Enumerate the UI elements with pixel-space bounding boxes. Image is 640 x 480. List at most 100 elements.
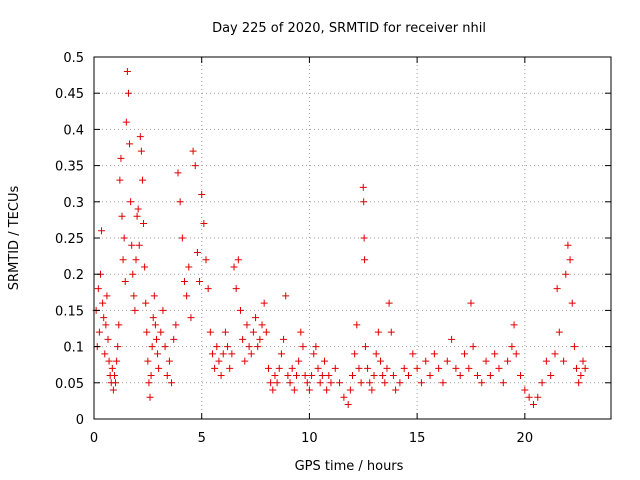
data-point: [310, 350, 318, 358]
data-point: [417, 379, 425, 387]
data-point: [361, 256, 369, 264]
data-point: [102, 321, 110, 329]
data-point: [517, 372, 525, 380]
data-point: [323, 386, 331, 394]
data-point: [126, 140, 134, 148]
data-point: [499, 379, 507, 387]
data-point: [239, 335, 247, 343]
data-point: [564, 241, 572, 249]
data-point: [346, 386, 354, 394]
y-axis-label: SRMTID / TECUs: [7, 186, 22, 291]
data-point: [512, 350, 520, 358]
data-point: [104, 335, 112, 343]
data-point: [547, 372, 555, 380]
data-point: [189, 147, 197, 155]
data-point: [130, 292, 138, 300]
data-point: [344, 401, 352, 409]
data-point: [381, 379, 389, 387]
data-point: [372, 350, 380, 358]
data-point: [155, 364, 163, 372]
data-point: [198, 191, 206, 199]
data-point: [368, 386, 376, 394]
x-tick-label: 20: [517, 431, 534, 446]
x-axis-label: GPS time / hours: [295, 459, 404, 474]
data-point: [448, 335, 456, 343]
x-tick-label: 15: [409, 431, 426, 446]
data-point: [295, 357, 303, 365]
data-point: [570, 343, 578, 351]
data-point: [389, 372, 397, 380]
data-point: [542, 357, 550, 365]
data-point: [452, 364, 460, 372]
data-point: [131, 306, 139, 314]
data-point: [208, 350, 216, 358]
data-point: [374, 328, 382, 336]
data-point: [245, 343, 253, 351]
data-point: [148, 343, 156, 351]
data-point: [340, 393, 348, 401]
data-point: [157, 328, 165, 336]
data-point: [267, 379, 275, 387]
data-point: [161, 343, 169, 351]
data-point: [135, 241, 143, 249]
data-point: [435, 364, 443, 372]
data-point: [551, 350, 559, 358]
data-point: [140, 220, 148, 228]
data-point: [482, 357, 490, 365]
data-point: [439, 379, 447, 387]
data-point: [118, 212, 126, 220]
data-point: [98, 227, 106, 235]
data-point: [301, 372, 309, 380]
data-point: [495, 364, 503, 372]
data-point: [284, 372, 292, 380]
data-point: [361, 343, 369, 351]
data-point: [331, 364, 339, 372]
data-point: [258, 321, 266, 329]
data-point: [525, 393, 533, 401]
data-point: [581, 364, 589, 372]
data-point: [121, 277, 129, 285]
data-point: [143, 328, 151, 336]
data-point: [193, 248, 201, 256]
data-point: [320, 357, 328, 365]
data-point: [426, 372, 434, 380]
data-point: [109, 386, 117, 394]
y-tick-label: 0.25: [55, 232, 84, 247]
data-point: [136, 133, 144, 141]
data-point: [249, 328, 257, 336]
data-point: [137, 147, 145, 155]
data-point: [275, 364, 283, 372]
data-point: [318, 372, 326, 380]
data-point: [534, 393, 542, 401]
data-point: [217, 372, 225, 380]
data-point: [262, 328, 270, 336]
data-point: [200, 220, 208, 228]
axis-ticks: 0 0.05 0.1 0.15 0.2 0.25 0.3 0.35 0.4 0.45 0.5 0 5 10…: [55, 51, 611, 446]
data-point: [132, 256, 140, 264]
data-point: [211, 364, 219, 372]
data-point: [224, 343, 232, 351]
data-point: [138, 176, 146, 184]
data-point: [292, 372, 300, 380]
data-point: [385, 299, 393, 307]
data-point: [465, 364, 473, 372]
data-point: [456, 372, 464, 380]
data-point: [144, 357, 152, 365]
data-point: [370, 372, 378, 380]
data-point: [163, 372, 171, 380]
data-point: [314, 364, 322, 372]
data-point: [280, 335, 288, 343]
y-tick-label: 0: [76, 413, 84, 428]
data-point: [538, 379, 546, 387]
data-point: [486, 372, 494, 380]
data-point: [134, 205, 142, 213]
data-point: [521, 386, 529, 394]
data-point: [101, 350, 109, 358]
y-tick-label: 0.05: [55, 377, 84, 392]
data-point: [172, 321, 180, 329]
data-point: [114, 343, 122, 351]
data-point: [349, 372, 356, 380]
data-point: [273, 379, 281, 387]
data-point: [141, 263, 149, 271]
data-point: [325, 372, 333, 380]
